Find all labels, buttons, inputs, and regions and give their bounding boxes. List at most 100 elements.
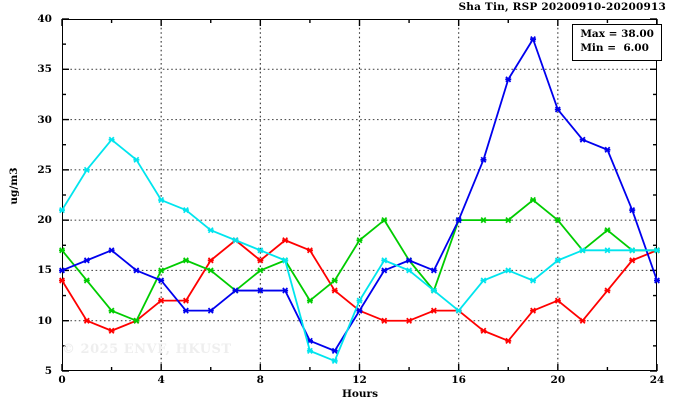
- data-point-marker: [530, 307, 537, 314]
- y-tick-label: 15: [37, 264, 52, 277]
- data-point-marker: [207, 307, 214, 314]
- data-point-marker: [505, 337, 512, 344]
- data-point-marker: [257, 287, 264, 294]
- data-point-marker: [554, 106, 561, 113]
- data-point-marker: [232, 287, 239, 294]
- data-point-marker: [282, 287, 289, 294]
- x-tick-label: 20: [550, 374, 566, 386]
- data-point-marker: [108, 307, 115, 314]
- data-point-marker: [83, 277, 90, 284]
- data-point-marker: [207, 267, 214, 274]
- data-point-marker: [654, 277, 660, 284]
- data-point-marker: [59, 206, 65, 214]
- data-point-marker: [381, 317, 388, 324]
- x-tick-label: 8: [256, 374, 264, 386]
- stats-legend: Max = 38.00 Min = 6.00: [572, 24, 662, 61]
- x-tick-label: 12: [352, 374, 367, 386]
- data-point-marker: [83, 166, 90, 173]
- chart-title: Sha Tin, RSP 20200910-20200913: [458, 1, 666, 13]
- y-tick-label: 20: [37, 214, 52, 227]
- data-point-marker: [257, 267, 264, 274]
- data-point-marker: [59, 247, 65, 254]
- data-point-marker: [158, 267, 165, 274]
- data-point-marker: [83, 257, 90, 264]
- data-point-marker: [108, 327, 115, 334]
- data-point-marker: [158, 297, 165, 304]
- data-point-marker: [430, 267, 437, 274]
- data-point-marker: [480, 217, 487, 224]
- data-point-marker: [480, 156, 487, 163]
- data-point-marker: [306, 297, 313, 304]
- data-point-marker: [108, 136, 115, 143]
- data-point-marker: [306, 347, 313, 354]
- data-point-marker: [59, 277, 65, 284]
- data-point-marker: [133, 156, 140, 163]
- data-point-marker: [232, 237, 239, 244]
- data-point-marker: [331, 347, 338, 354]
- data-point-marker: [430, 307, 437, 314]
- data-point-marker: [604, 287, 611, 294]
- data-point-marker: [381, 217, 388, 224]
- data-point-marker: [182, 297, 189, 304]
- data-point-marker: [505, 267, 512, 274]
- data-point-marker: [331, 357, 338, 365]
- data-point-marker: [83, 317, 90, 324]
- x-tick-label: 16: [451, 374, 466, 386]
- y-tick-label: 35: [37, 63, 52, 76]
- data-point-marker: [182, 206, 189, 214]
- data-point-marker: [579, 247, 586, 254]
- data-point-marker: [629, 257, 636, 264]
- y-tick-label: 30: [37, 113, 52, 126]
- data-point-marker: [282, 257, 289, 264]
- x-tick-label: 0: [58, 374, 66, 386]
- data-point-marker: [629, 206, 636, 214]
- y-tick-label: 25: [37, 163, 52, 176]
- data-point-marker: [257, 247, 264, 254]
- x-axis-label: Hours: [341, 388, 379, 400]
- data-point-marker: [604, 227, 611, 234]
- data-point-marker: [356, 237, 363, 244]
- data-point-marker: [207, 257, 214, 264]
- data-point-marker: [406, 317, 413, 324]
- y-tick-label: 5: [44, 365, 52, 377]
- max-value-label: Max = 38.00: [580, 28, 654, 40]
- data-point-marker: [554, 297, 561, 304]
- watermark: © 2025 ENVF, HKUST: [62, 342, 232, 357]
- data-point-marker: [182, 307, 189, 314]
- data-point-marker: [505, 76, 512, 83]
- data-point-marker: [654, 247, 660, 254]
- data-point-marker: [381, 267, 388, 274]
- data-point-marker: [158, 196, 165, 204]
- data-point-marker: [430, 287, 437, 294]
- y-tick-label: 10: [37, 314, 52, 327]
- data-point-marker: [505, 217, 512, 224]
- data-point-marker: [406, 267, 413, 274]
- data-point-marker: [133, 267, 140, 274]
- data-point-marker: [579, 136, 586, 143]
- data-point-marker: [604, 146, 611, 153]
- data-point-marker: [530, 196, 537, 204]
- data-point-marker: [356, 307, 363, 314]
- data-point-marker: [381, 257, 388, 264]
- data-point-marker: [133, 317, 140, 324]
- data-point-marker: [406, 257, 413, 264]
- data-point-marker: [554, 217, 561, 224]
- data-point-marker: [356, 297, 363, 304]
- y-tick-label: 40: [37, 13, 52, 25]
- data-point-marker: [282, 237, 289, 244]
- data-point-marker: [604, 247, 611, 254]
- data-point-marker: [306, 247, 313, 254]
- x-tick-label: 4: [157, 374, 165, 386]
- data-point-marker: [530, 277, 537, 284]
- data-point-marker: [158, 277, 165, 284]
- min-value-label: Min = 6.00: [580, 41, 649, 54]
- data-point-marker: [629, 247, 636, 254]
- data-point-marker: [455, 307, 462, 314]
- data-point-marker: [108, 247, 115, 254]
- x-tick-label: 24: [649, 374, 665, 386]
- data-point-marker: [554, 257, 561, 264]
- data-point-marker: [530, 36, 537, 43]
- data-point-marker: [257, 257, 264, 264]
- data-point-marker: [331, 277, 338, 284]
